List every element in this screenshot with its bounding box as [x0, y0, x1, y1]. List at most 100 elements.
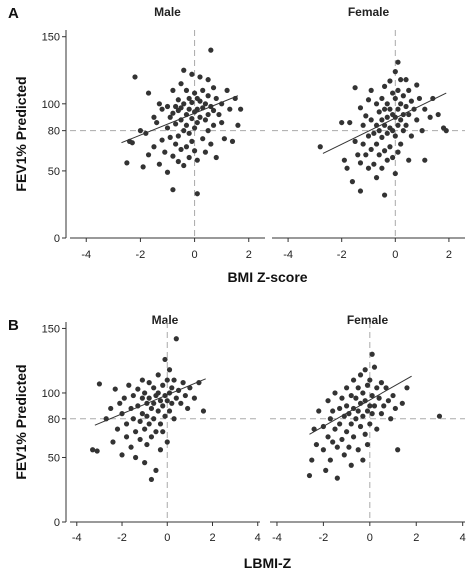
data-point	[436, 413, 443, 419]
data-point	[365, 165, 372, 171]
facet-male: Male -4 -2 0 2	[70, 5, 265, 261]
data-point	[371, 130, 377, 136]
data-point	[435, 111, 441, 118]
data-point	[175, 158, 181, 165]
data-point	[368, 117, 374, 123]
data-point	[205, 128, 211, 134]
data-point	[317, 144, 323, 150]
data-point	[376, 128, 382, 134]
data-point	[387, 144, 393, 150]
data-point	[355, 385, 361, 391]
data-point	[392, 133, 398, 139]
data-point	[202, 117, 209, 123]
data-point	[197, 98, 203, 104]
data-point	[155, 372, 161, 378]
data-point	[170, 153, 176, 159]
x-tick-label: 4	[255, 532, 261, 544]
data-point	[400, 128, 406, 134]
data-point	[373, 141, 380, 147]
data-point	[392, 405, 398, 412]
data-point	[352, 138, 358, 144]
data-point	[200, 87, 206, 93]
data-point	[151, 144, 157, 150]
data-point	[373, 101, 380, 107]
data-point	[156, 101, 162, 107]
data-point	[180, 380, 186, 386]
data-point	[142, 426, 148, 432]
data-point	[398, 117, 404, 123]
data-point	[210, 85, 217, 91]
data-point	[202, 149, 209, 155]
data-point	[148, 434, 155, 440]
data-point	[170, 87, 176, 93]
data-point	[189, 138, 195, 144]
data-point	[357, 105, 364, 111]
data-point	[395, 122, 401, 128]
data-point	[191, 90, 198, 96]
data-point	[162, 149, 168, 155]
data-point	[173, 121, 179, 127]
fit-line	[94, 378, 206, 426]
x-tick-label: -2	[117, 532, 127, 544]
data-point	[145, 152, 152, 158]
data-point	[357, 188, 364, 194]
data-point	[313, 441, 320, 448]
data-point	[135, 386, 141, 392]
data-point	[384, 130, 390, 136]
y-tick-label: 80	[48, 414, 60, 426]
data-point	[365, 133, 372, 139]
data-point	[355, 152, 361, 158]
data-point	[327, 457, 333, 463]
data-point	[384, 114, 390, 120]
data-point	[395, 106, 401, 112]
data-point	[378, 380, 385, 386]
data-point	[160, 382, 166, 388]
data-point	[157, 421, 164, 427]
data-point	[178, 146, 184, 153]
data-point	[181, 67, 187, 73]
x-tick-label: -2	[136, 249, 146, 261]
data-point	[162, 356, 168, 363]
data-point	[332, 390, 338, 396]
facet-title: Female	[347, 313, 389, 327]
data-point	[360, 390, 366, 396]
data-point	[339, 395, 345, 401]
data-point	[205, 93, 211, 99]
data-point	[395, 149, 401, 155]
data-point	[189, 99, 195, 106]
data-point	[170, 110, 176, 116]
data-point	[341, 157, 347, 163]
data-point	[316, 408, 322, 414]
data-point	[227, 106, 233, 112]
data-point	[350, 377, 357, 383]
data-point	[194, 106, 200, 112]
x-tick-label: 0	[367, 532, 373, 544]
data-point	[200, 136, 206, 142]
panel-letter: B	[8, 317, 19, 334]
data-point	[173, 395, 179, 401]
data-point	[379, 95, 385, 102]
data-point	[178, 400, 184, 406]
data-point	[182, 392, 188, 399]
data-point	[384, 101, 390, 107]
data-point	[151, 114, 157, 120]
data-point	[404, 385, 410, 391]
data-point	[183, 122, 190, 128]
data-point	[171, 377, 177, 383]
x-tick-label: 2	[246, 249, 252, 261]
data-point	[352, 85, 358, 91]
data-point	[337, 405, 343, 412]
data-point	[403, 103, 409, 110]
data-point	[164, 398, 170, 404]
data-point	[368, 87, 374, 93]
data-point	[364, 441, 371, 448]
data-point	[155, 408, 161, 414]
data-point	[155, 390, 161, 396]
data-point	[137, 418, 143, 424]
data-point	[159, 137, 165, 143]
data-point	[355, 447, 361, 453]
data-point	[191, 148, 198, 154]
x-tick-label: 2	[446, 249, 452, 261]
data-point	[395, 447, 401, 453]
